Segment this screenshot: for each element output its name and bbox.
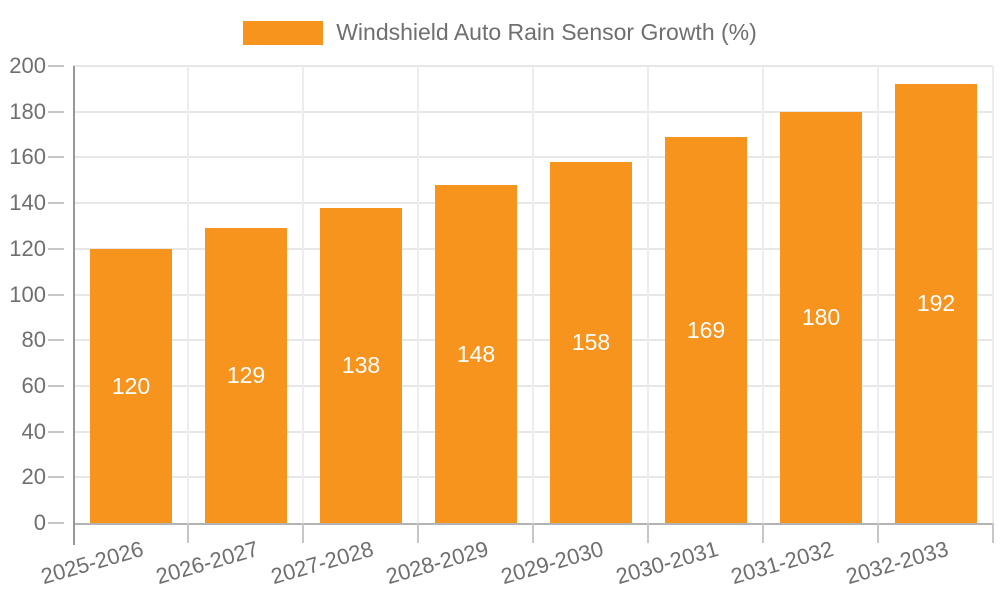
legend-label: Windshield Auto Rain Sensor Growth (%)	[336, 19, 757, 45]
bar: 192	[895, 84, 977, 523]
y-tick-mark	[48, 202, 64, 204]
y-tick-label: 80	[21, 327, 46, 352]
legend: Windshield Auto Rain Sensor Growth (%)	[0, 19, 1000, 46]
y-tick-label: 20	[21, 464, 46, 489]
y-tick-label: 40	[21, 419, 46, 444]
y-tick-label: 120	[9, 236, 46, 261]
y-tick-mark	[48, 476, 64, 478]
y-tick-mark	[48, 339, 64, 341]
x-tick-label: 2030-2031	[612, 536, 721, 590]
y-tick-mark	[48, 65, 64, 67]
y-tick-label: 180	[9, 99, 46, 124]
bar-value-label: 120	[111, 372, 151, 399]
bar: 169	[665, 137, 747, 523]
gridline-vertical	[647, 66, 649, 523]
bar-value-label: 138	[341, 352, 381, 378]
bar-value-label: 129	[226, 362, 266, 388]
gridline-vertical	[532, 66, 534, 523]
x-tick-mark	[762, 523, 764, 543]
y-tick-label: 100	[9, 282, 46, 307]
x-tick-mark	[302, 523, 304, 543]
bar: 180	[780, 112, 862, 523]
x-tick-mark	[992, 523, 994, 543]
plot-area: 120 129 138 148 158 169 180 192	[73, 65, 994, 545]
gridline-vertical	[992, 66, 994, 523]
bar: 158	[550, 162, 632, 523]
y-tick-label: 160	[9, 144, 46, 169]
x-tick-label: 2031-2032	[727, 536, 836, 590]
x-tick-mark	[417, 523, 419, 543]
bar-value-label: 158	[571, 329, 611, 355]
gridline-vertical	[762, 66, 764, 523]
x-axis-line	[73, 523, 993, 525]
x-tick-label: 2029-2030	[497, 536, 606, 590]
gridline-vertical	[417, 66, 419, 523]
bar: 120	[90, 249, 172, 523]
y-tick-mark	[48, 431, 64, 433]
x-tick-label: 2032-2033	[842, 536, 951, 590]
x-tick-mark	[187, 523, 189, 543]
y-tick-mark	[48, 385, 64, 387]
gridline-vertical	[302, 66, 304, 523]
y-tick-label: 200	[9, 53, 46, 78]
bar: 129	[205, 228, 287, 523]
legend-swatch	[243, 20, 324, 45]
y-tick-label: 0	[33, 510, 46, 535]
x-tick-label: 2026-2027	[152, 536, 261, 590]
x-tick-label: 2027-2028	[267, 536, 376, 590]
x-tick-mark	[532, 523, 534, 543]
bar: 148	[435, 185, 517, 523]
y-tick-mark	[48, 522, 64, 524]
x-tick-mark	[647, 523, 649, 543]
x-tick-mark	[877, 523, 879, 543]
gridline-vertical	[187, 66, 189, 523]
y-tick-label: 60	[21, 373, 46, 398]
bar-value-label: 148	[456, 340, 496, 367]
y-axis-line	[73, 66, 75, 545]
y-tick-label: 140	[9, 190, 46, 215]
bar-value-label: 192	[916, 290, 956, 316]
y-tick-mark	[48, 294, 64, 296]
x-tick-label: 2025-2026	[37, 536, 146, 590]
bar-value-label: 180	[801, 304, 841, 330]
y-tick-mark	[48, 111, 64, 113]
y-tick-mark	[48, 156, 64, 158]
x-tick-label: 2028-2029	[382, 536, 491, 590]
gridline-vertical	[877, 66, 879, 523]
y-tick-mark	[48, 248, 64, 250]
bar: 138	[320, 208, 402, 523]
bar-value-label: 169	[686, 316, 726, 343]
